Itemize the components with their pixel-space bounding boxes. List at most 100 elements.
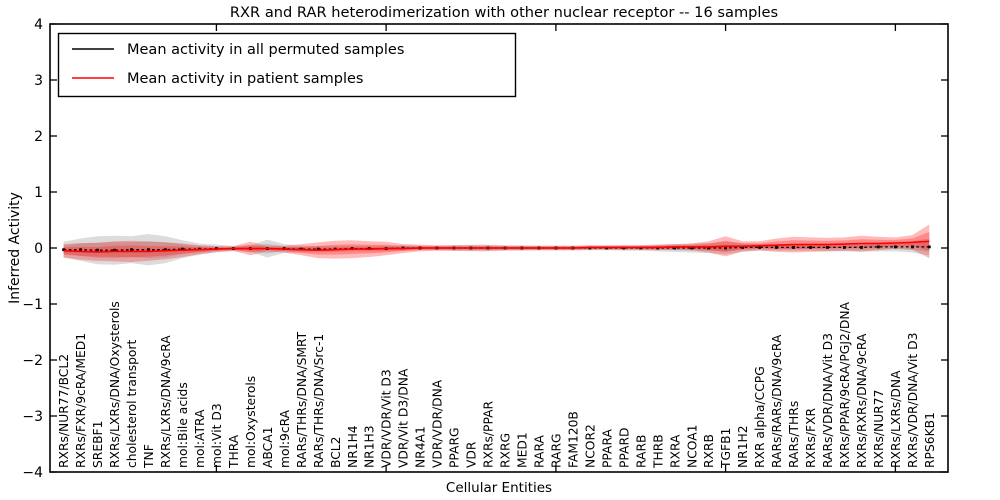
legend: Mean activity in all permuted samples Me… <box>57 32 517 98</box>
y-tick-label: −3 <box>22 409 43 425</box>
permuted-marker <box>316 247 320 251</box>
x-entity-label: VDR/Vit D3/DNA <box>397 368 411 468</box>
permuted-marker <box>894 245 897 249</box>
x-entity-label: NR1H2 <box>736 425 750 468</box>
x-entity-label: cholesterol transport <box>125 340 139 468</box>
permuted-marker <box>673 246 677 250</box>
y-tick-label: 1 <box>34 185 43 201</box>
x-entity-label: MED1 <box>516 432 530 468</box>
x-entity-label: TNF <box>142 444 156 469</box>
patient-mean-line <box>63 240 930 253</box>
x-entity-label: RARs/VDR/DNA/Vit D3 <box>821 333 835 468</box>
x-entity-label: NR4A1 <box>414 426 428 468</box>
permuted-marker <box>181 247 184 251</box>
permuted-band-inner <box>63 241 930 259</box>
permuted-band-outer <box>63 234 930 266</box>
permuted-marker <box>130 248 133 252</box>
x-entity-label: VDR/VDR/DNA <box>431 379 445 468</box>
x-entity-label: VDR <box>465 441 479 468</box>
x-entity-label: RARA <box>533 434 547 468</box>
x-entity-label: RXRA <box>668 434 682 468</box>
plot-area: 4 3 2 1 0 −1 −2 −3 −4 RXRs/NUR77/BCL2 RXRs/FXR/9cR… <box>22 17 949 481</box>
x-entity-label: RXRs/VDR/DNA/Vit D3 <box>906 333 920 468</box>
x-entity-label: mol:ATRA <box>193 409 207 468</box>
y-axis-label: Inferred Activity <box>7 192 23 304</box>
x-entity-label: THRA <box>227 434 241 469</box>
y-tick-label: 4 <box>34 17 43 33</box>
permuted-marker <box>927 245 931 249</box>
x-entity-label: RXRG <box>499 433 513 468</box>
x-entity-label: RARs/THRs/DNA/Src-1 <box>312 334 326 468</box>
x-entity-label: mol:Bile acids <box>176 382 190 468</box>
x-entity-label: RXRs/PPAR/9cRA/PGJ2/DNA <box>838 301 852 468</box>
x-entity-label: mol:9cRA <box>278 409 292 468</box>
y-tick-label: −4 <box>22 465 43 481</box>
legend-box <box>57 32 517 98</box>
patient-band-inner <box>63 232 930 258</box>
x-entity-label: RXRs/FXR <box>804 407 818 468</box>
permuted-marker <box>724 246 727 250</box>
legend-label-patient: Mean activity in patient samples <box>127 71 363 87</box>
x-entity-label: RARs/THRs <box>787 401 801 468</box>
permuted-marker <box>775 246 778 249</box>
x-entity-label: RARB <box>634 435 648 468</box>
x-entity-label: FAM120B <box>566 411 580 468</box>
permuted-marker <box>809 246 812 249</box>
x-entity-label: NCOA1 <box>685 425 699 468</box>
x-entity-label: RXRs/RXRs/DNA/9cRA <box>855 333 869 468</box>
x-entity-label: NCOR2 <box>583 424 597 468</box>
patient-band-outer <box>63 224 930 262</box>
y-tick-label: 0 <box>34 241 43 257</box>
x-entity-label: RXRs/PPAR <box>482 400 496 468</box>
x-entity-label: RXRs/LXRs/DNA/9cRA <box>159 335 173 468</box>
x-entity-label: ABCA1 <box>261 427 275 468</box>
x-entity-label: RARs/RARs/DNA/9cRA <box>770 334 784 468</box>
x-axis-label: Cellular Entities <box>446 480 552 496</box>
y-tick-label: −2 <box>22 353 43 369</box>
permuted-marker <box>96 248 99 252</box>
permuted-marker <box>860 246 863 249</box>
legend-label-permuted: Mean activity in all permuted samples <box>127 42 404 58</box>
x-entity-label: NR1H4 <box>346 425 360 468</box>
permuted-marker <box>164 248 167 252</box>
y-tick-label: 3 <box>34 73 43 89</box>
x-entity-label: RXRs/FXR/9cRA/MED1 <box>74 333 88 468</box>
x-entity-label: RXRB <box>702 434 716 468</box>
permuted-marker <box>758 246 761 249</box>
x-entity-label: RARG <box>550 433 564 468</box>
x-entity-label: PPARG <box>448 427 462 468</box>
x-entity-label: BCL2 <box>329 437 343 468</box>
x-entity-label: SREBF1 <box>91 421 105 468</box>
permuted-marker <box>911 245 914 249</box>
x-entity-label: RXRs/NUR77 <box>872 390 886 468</box>
permuted-marker <box>843 246 846 249</box>
permuted-marker <box>113 248 116 252</box>
x-entity-label: RARs/THRs/DNA/SMRT <box>295 331 309 468</box>
y-tick-label: −1 <box>22 297 43 313</box>
permuted-marker <box>690 246 694 250</box>
x-entity-label: PPARD <box>617 428 631 468</box>
axes-frame <box>49 23 949 473</box>
permuted-marker <box>79 248 82 252</box>
x-entity-label: VDR/VDR/Vit D3 <box>380 369 394 468</box>
permuted-marker <box>792 246 795 249</box>
permuted-marker <box>147 248 150 252</box>
permuted-marker <box>62 248 65 252</box>
chart-title: RXR and RAR heterodimerization with othe… <box>230 4 778 21</box>
x-entity-label: RPS6KB1 <box>923 412 937 468</box>
y-tick-label: 2 <box>34 129 43 145</box>
x-entity-label: TGFB1 <box>719 428 733 469</box>
x-entity-label: mol:Vit D3 <box>210 403 224 468</box>
permuted-marker <box>826 246 829 249</box>
x-entity-label: RXR alpha/CCPG <box>753 366 767 468</box>
permuted-marker <box>707 246 710 250</box>
x-entity-label: THRB <box>651 434 665 469</box>
x-entity-label: PPARA <box>600 428 614 468</box>
x-entity-label: RXRs/NUR77/BCL2 <box>57 354 71 468</box>
x-entity-label: NR1H3 <box>363 425 377 468</box>
x-entity-label: RXRs/LXRs/DNA/Oxysterols <box>108 301 122 468</box>
permuted-marker <box>741 246 744 249</box>
permuted-marker <box>877 245 880 249</box>
